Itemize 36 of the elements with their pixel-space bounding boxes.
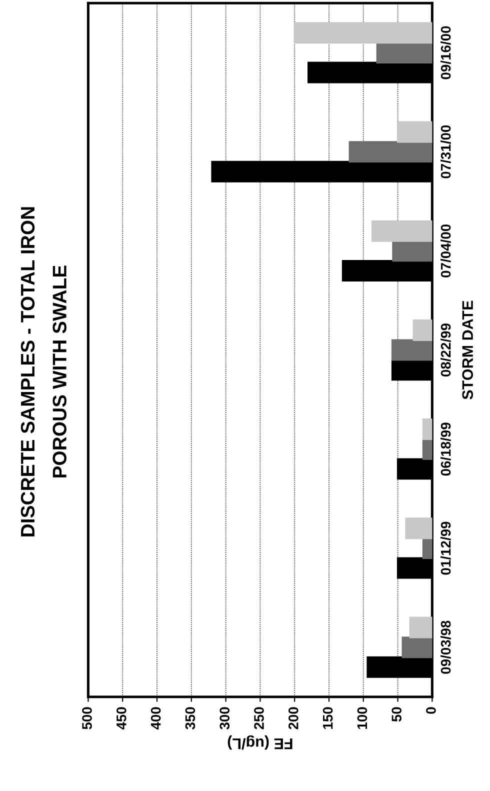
bar — [405, 518, 432, 540]
y-tick-label: 07/31/00 — [440, 125, 451, 178]
x-tick-label: 0 — [426, 707, 436, 714]
y-axis-title: STORM DATE — [462, 300, 474, 400]
bar — [294, 22, 432, 44]
bar — [396, 121, 432, 143]
x-tick-label: 500 — [82, 707, 92, 730]
y-tick-label: 01/12/99 — [440, 522, 451, 575]
bar — [422, 418, 432, 440]
text: POROUS WITH SWALE — [52, 266, 66, 478]
bar — [391, 339, 432, 361]
x-tick-label: 250 — [254, 707, 264, 730]
y-tick-label: 09/16/00 — [440, 26, 451, 80]
y-tick-label: 06/18/99 — [440, 422, 451, 476]
y-tick-label: 09/03/98 — [440, 620, 451, 674]
bar — [402, 636, 432, 658]
bar — [422, 438, 432, 460]
bar — [376, 42, 432, 64]
x-tick-label: 100 — [357, 707, 368, 729]
x-axis-title: FE (ug/L) — [228, 735, 292, 750]
x-tick-label: 400 — [150, 707, 161, 730]
bar — [348, 141, 432, 163]
x-tick-label: 450 — [116, 707, 126, 730]
bar — [371, 220, 432, 242]
bar — [392, 240, 432, 262]
x-tick-label: 50 — [392, 707, 402, 722]
y-tick-label: 08/22/99 — [440, 324, 451, 376]
bar — [412, 319, 432, 341]
bar — [422, 537, 432, 559]
bar — [409, 616, 432, 638]
y-tick-label: 07/04/00 — [440, 224, 451, 278]
x-tick-label: 150 — [322, 707, 333, 729]
x-tick-label: 200 — [288, 707, 298, 730]
text: DISCRETE SAMPLES - TOTAL IRON — [20, 207, 35, 536]
x-tick-label: 350 — [185, 707, 196, 730]
x-tick-label: 300 — [220, 707, 230, 730]
